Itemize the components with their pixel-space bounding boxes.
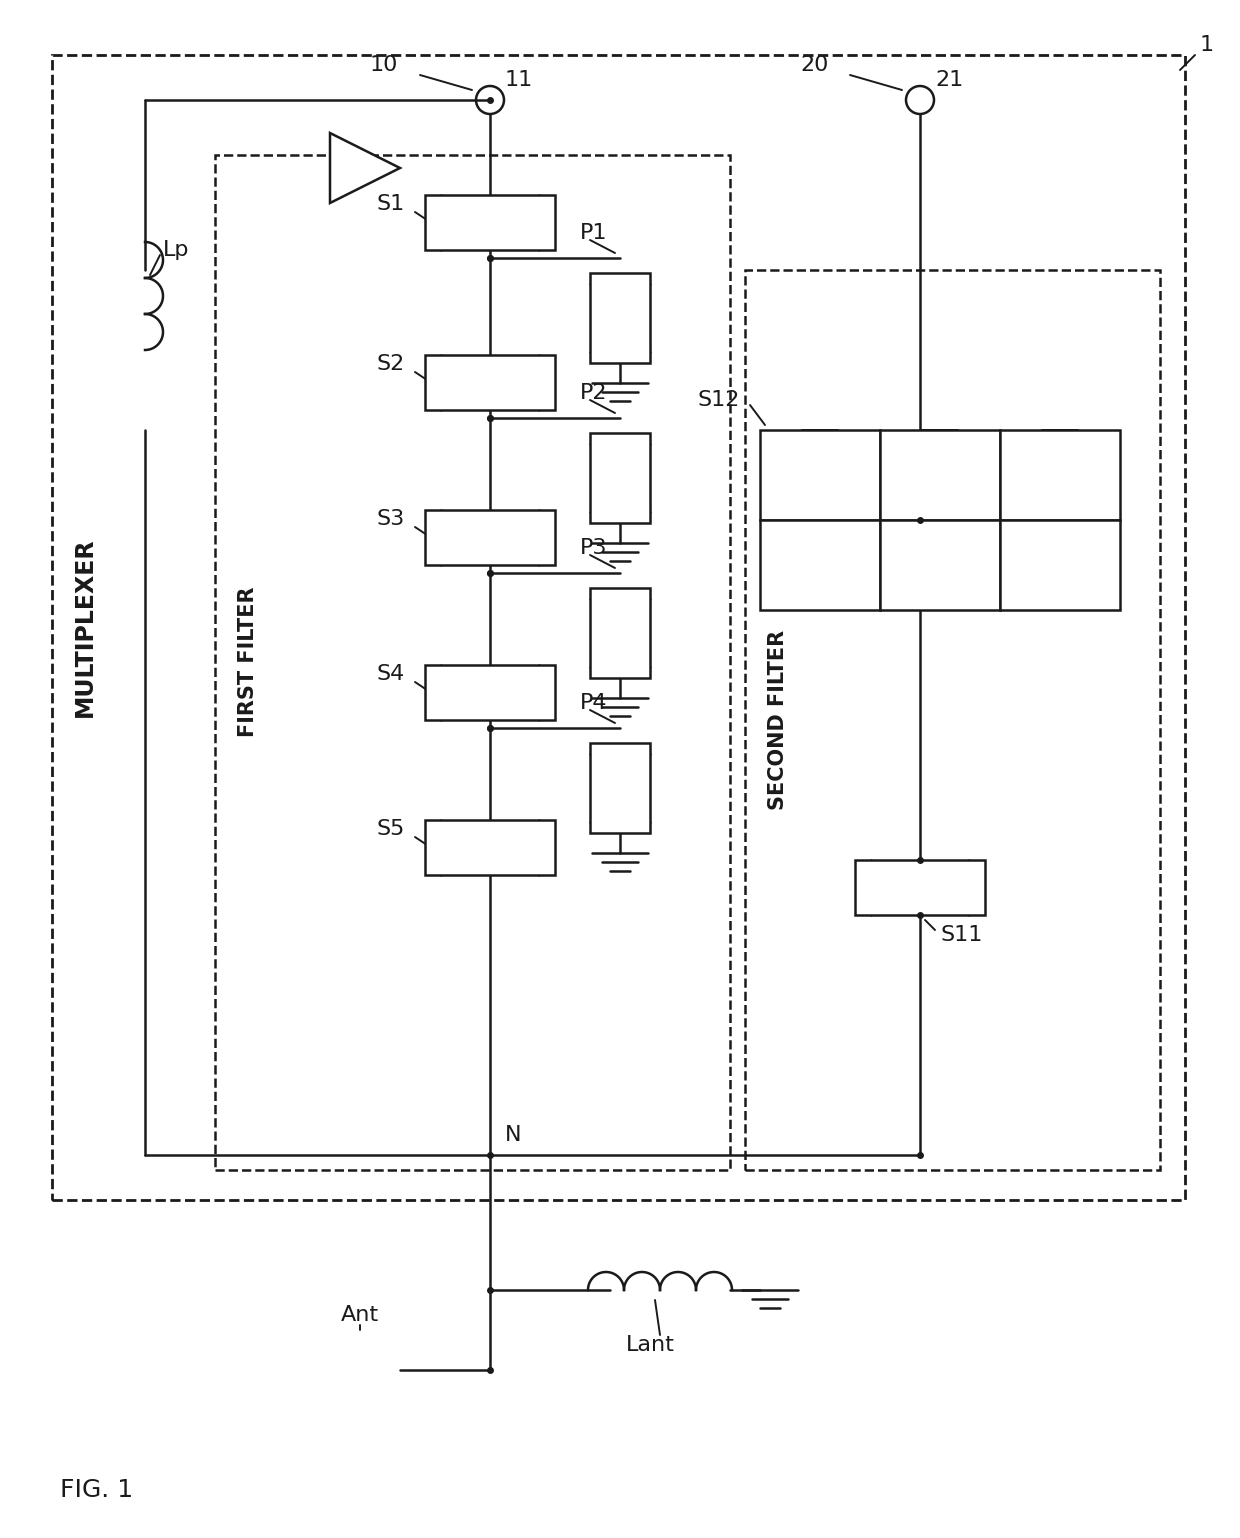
Bar xyxy=(999,520,1120,611)
Bar xyxy=(425,511,556,564)
Text: Lant: Lant xyxy=(625,1335,675,1355)
Bar xyxy=(760,431,880,520)
Polygon shape xyxy=(330,132,401,203)
Bar xyxy=(880,520,999,611)
Text: 20: 20 xyxy=(800,55,828,75)
Text: S3: S3 xyxy=(377,509,405,529)
Bar xyxy=(590,743,650,834)
Bar xyxy=(590,274,650,363)
Text: S1: S1 xyxy=(377,194,405,214)
Text: S2: S2 xyxy=(377,354,405,374)
Text: FIG. 1: FIG. 1 xyxy=(60,1478,133,1503)
Bar xyxy=(590,434,650,523)
Text: Ant: Ant xyxy=(341,1306,379,1326)
Text: 10: 10 xyxy=(370,55,398,75)
Text: P2: P2 xyxy=(580,383,608,403)
Bar xyxy=(856,860,985,915)
Bar xyxy=(52,55,1185,1200)
Bar xyxy=(880,431,999,520)
Bar xyxy=(760,520,880,611)
Text: SECOND FILTER: SECOND FILTER xyxy=(768,631,787,811)
Text: P1: P1 xyxy=(580,223,608,243)
Bar xyxy=(425,664,556,720)
Text: P3: P3 xyxy=(580,538,608,558)
Bar xyxy=(425,820,556,875)
Bar xyxy=(745,271,1159,1170)
Text: S12: S12 xyxy=(698,391,740,411)
Text: 11: 11 xyxy=(505,71,533,91)
Text: 21: 21 xyxy=(935,71,963,91)
Text: FIRST FILTER: FIRST FILTER xyxy=(238,588,258,737)
Text: Lp: Lp xyxy=(162,240,190,260)
Bar xyxy=(590,588,650,678)
Bar xyxy=(425,355,556,411)
Bar xyxy=(425,195,556,251)
Text: S5: S5 xyxy=(377,820,405,840)
Bar xyxy=(999,431,1120,520)
Text: S4: S4 xyxy=(377,664,405,684)
Text: MULTIPLEXER: MULTIPLEXER xyxy=(73,537,97,717)
Text: S11: S11 xyxy=(940,924,982,944)
Text: N: N xyxy=(505,1124,522,1144)
Text: P4: P4 xyxy=(580,694,608,714)
Text: 1: 1 xyxy=(1200,35,1214,55)
Bar xyxy=(215,155,730,1170)
